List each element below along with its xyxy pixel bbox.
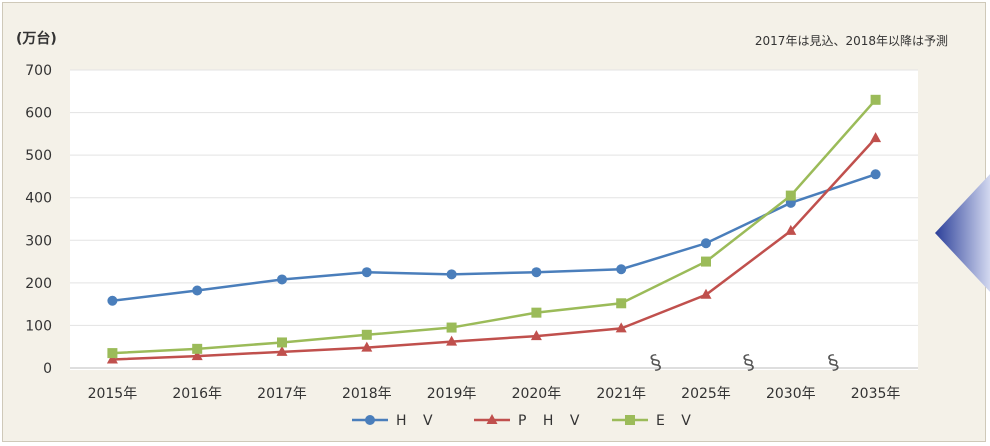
data-point-hv bbox=[362, 267, 372, 277]
x-tick-label: 2021年 bbox=[596, 386, 646, 402]
y-tick-label: 300 bbox=[25, 233, 52, 249]
legend-label: H V bbox=[396, 413, 439, 429]
x-tick-label: 2018年 bbox=[342, 386, 392, 402]
data-point-hv bbox=[701, 238, 711, 248]
legend-label: P H V bbox=[518, 413, 585, 429]
y-tick-label: 100 bbox=[25, 318, 52, 334]
data-point-ev bbox=[192, 344, 202, 354]
data-point-ev bbox=[531, 308, 541, 318]
x-tick-label: 2019年 bbox=[427, 386, 477, 402]
x-tick-label: 2020年 bbox=[512, 386, 562, 402]
data-point-ev bbox=[871, 95, 881, 105]
data-point-hv bbox=[871, 169, 881, 179]
data-point-ev bbox=[447, 323, 457, 333]
data-point-ev bbox=[362, 330, 372, 340]
data-point-hv bbox=[531, 267, 541, 277]
data-point-hv bbox=[616, 264, 626, 274]
y-tick-label: 600 bbox=[25, 106, 52, 122]
y-tick-label: 400 bbox=[25, 191, 52, 207]
x-tick-label: 2030年 bbox=[766, 386, 816, 402]
x-tick-label: 2025年 bbox=[681, 386, 731, 402]
data-point-ev bbox=[786, 191, 796, 201]
x-tick-label: 2016年 bbox=[172, 386, 222, 402]
x-tick-label: 2017年 bbox=[257, 386, 307, 402]
y-tick-label: 200 bbox=[25, 276, 52, 292]
data-point-ev bbox=[701, 257, 711, 267]
data-point-hv bbox=[107, 296, 117, 306]
data-point-hv bbox=[365, 415, 375, 425]
data-point-ev bbox=[625, 415, 635, 425]
data-point-ev bbox=[277, 337, 287, 347]
data-point-ev bbox=[616, 298, 626, 308]
data-point-hv bbox=[447, 269, 457, 279]
y-tick-label: 700 bbox=[25, 63, 52, 79]
x-tick-label: 2015年 bbox=[88, 386, 138, 402]
data-point-ev bbox=[107, 348, 117, 358]
left-arrow-icon[interactable] bbox=[935, 172, 990, 294]
y-tick-label: 500 bbox=[25, 148, 52, 164]
x-tick-label: 2035年 bbox=[851, 386, 901, 402]
y-tick-label: 0 bbox=[43, 361, 52, 377]
data-point-hv bbox=[277, 274, 287, 284]
data-point-hv bbox=[192, 286, 202, 296]
legend-label: E V bbox=[656, 413, 697, 429]
